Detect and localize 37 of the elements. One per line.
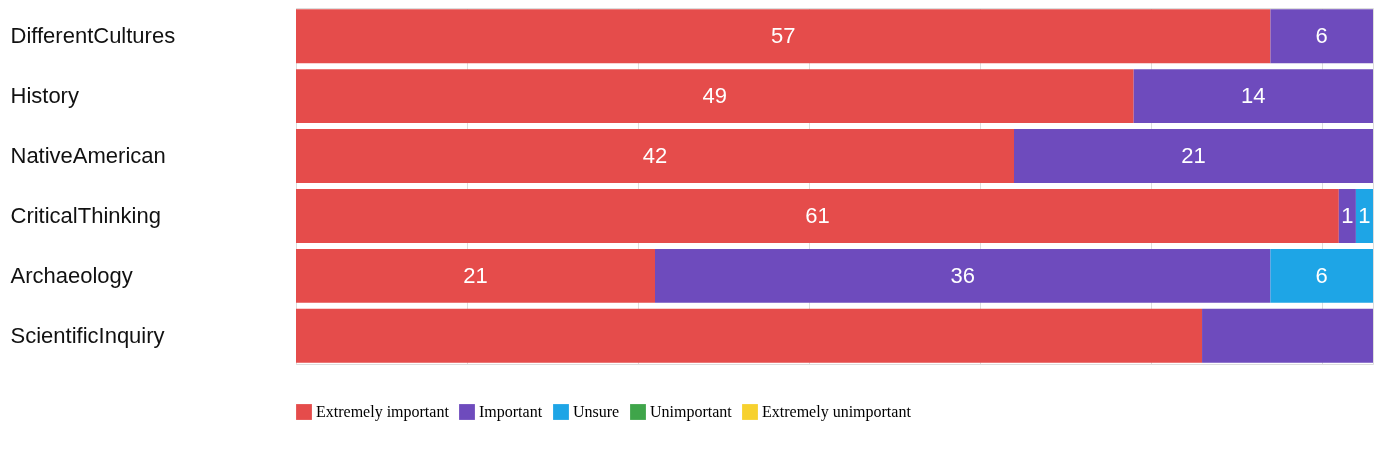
data-label: 21	[1181, 143, 1206, 169]
y-tick-label: History	[10, 83, 79, 109]
bar	[1014, 129, 1373, 183]
bar	[1355, 189, 1373, 243]
data-label: 49	[702, 83, 728, 109]
bar	[296, 69, 1134, 124]
bar	[655, 248, 1271, 303]
data-label: 21	[463, 262, 488, 288]
bar	[296, 129, 1014, 183]
data-label: 61	[805, 202, 830, 228]
bar	[1133, 69, 1373, 124]
bar	[296, 308, 1203, 363]
data-label: 42	[642, 143, 668, 169]
y-tick-label: ScientificInquiry	[10, 322, 165, 348]
bar	[296, 189, 1339, 243]
bar	[1270, 248, 1373, 303]
bar	[1270, 9, 1373, 64]
data-label: 6	[1315, 23, 1328, 49]
data-label: 1	[1358, 202, 1371, 228]
y-tick-label: DifferentCultures	[10, 23, 176, 49]
data-label: 36	[950, 262, 975, 288]
legend-label: Unimportant	[650, 403, 733, 421]
data-label: 6	[1315, 262, 1328, 288]
bar	[1338, 189, 1356, 243]
y-tick-label: CriticalThinking	[10, 202, 161, 228]
bar	[296, 9, 1271, 64]
data-label: 14	[1241, 83, 1266, 109]
data-label: 1	[1341, 202, 1354, 228]
legend-label: Extremely unimportant	[762, 403, 912, 421]
data-label: 57	[770, 23, 796, 49]
legend-label: Extremely important	[316, 403, 450, 421]
bar	[296, 248, 655, 303]
bar	[1202, 308, 1373, 363]
legend-label: Important	[479, 403, 543, 421]
legend-label: Unsure	[573, 403, 620, 420]
y-tick-label: Archaeology	[10, 262, 133, 288]
y-tick-label: NativeAmerican	[10, 143, 166, 169]
